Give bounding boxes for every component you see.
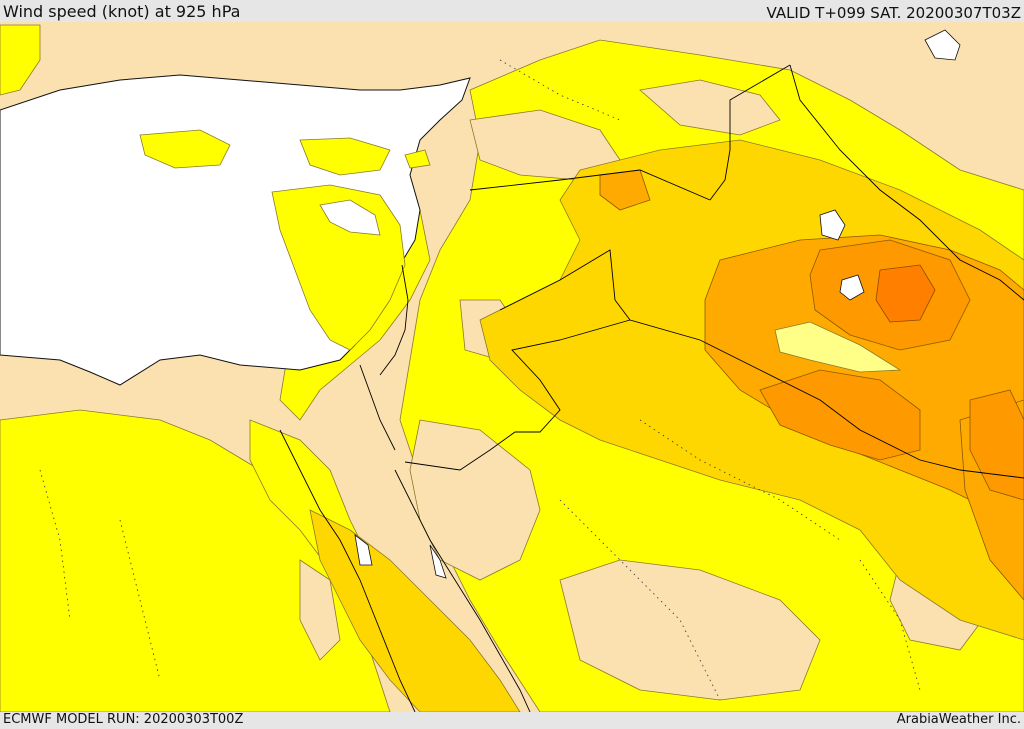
band5-core [875, 264, 936, 323]
border-egypt-israel [359, 364, 396, 451]
gulf-of-aqaba [429, 544, 447, 579]
province-line-3 [639, 419, 841, 541]
header-bar: Wind speed (knot) at 925 hPa VALID T+099… [0, 0, 1024, 22]
wind-band-5-regions [875, 264, 936, 323]
coast-levant [379, 264, 409, 376]
calm-streak-iraq [774, 321, 902, 373]
lake-van [819, 209, 846, 241]
province-lines [39, 59, 921, 701]
sea-patch-small [404, 149, 431, 169]
valid-time: VALID T+099 SAT. 20200307T03Z [766, 4, 1021, 22]
province-line-4 [499, 59, 621, 121]
calm-pocket-jordan [409, 419, 541, 581]
band1-northwest [0, 24, 41, 96]
border-turkey-syria [469, 169, 711, 201]
border-iraq-turkey [709, 64, 791, 201]
border-iraq-saudi [629, 319, 1024, 479]
sea-patch-cyprus [299, 137, 391, 176]
lake-north [924, 29, 961, 61]
gulf-of-suez [354, 534, 373, 566]
lake-tharthar [839, 274, 865, 301]
border-arabia-coast [394, 469, 531, 712]
map-title: Wind speed (knot) at 925 hPa [3, 2, 241, 21]
calm-pocket-south [559, 559, 821, 701]
borders [279, 64, 1024, 712]
inland-water [354, 29, 961, 579]
footer-bar: ECMWF MODEL RUN: 20200303T00Z ArabiaWeat… [0, 712, 1024, 729]
sea-patch-central [139, 129, 231, 169]
calm-pocket-turkey [639, 79, 781, 136]
credit-label: ArabiaWeather Inc. [896, 712, 1021, 727]
sea-calm-hole [319, 199, 381, 236]
border-iraq-iran [789, 64, 1024, 301]
border-egypt-sudan-red-sea [279, 429, 416, 712]
model-run-label: ECMWF MODEL RUN: 20200303T00Z [3, 712, 244, 727]
province-line-2 [559, 499, 721, 701]
province-line-5 [859, 559, 921, 691]
province-line-6 [39, 469, 71, 621]
border-jordan [404, 319, 631, 471]
wind-speed-map[interactable] [0, 22, 1024, 712]
calm-pocket-hejaz [299, 559, 341, 661]
border-syria-iraq [499, 249, 631, 321]
